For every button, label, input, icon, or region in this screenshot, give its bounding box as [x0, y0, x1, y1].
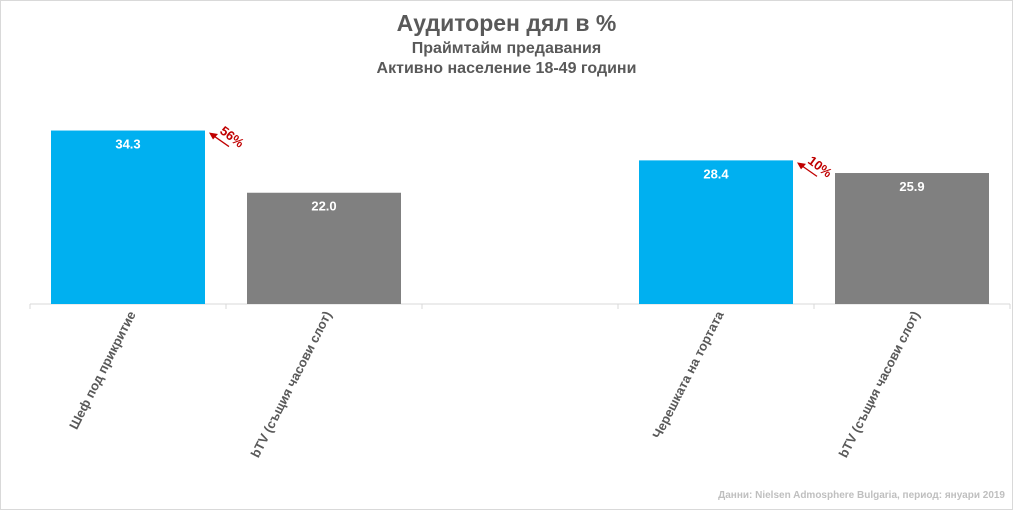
category-label-0: Шеф под прикритие	[66, 309, 139, 432]
chart-subtitle-1: Праймтайм предавания	[411, 40, 602, 57]
growth-arrow-head-0	[209, 132, 218, 140]
chart-subtitle-2: Активно население 18-49 години	[376, 60, 637, 77]
growth-label-1: 10%	[805, 153, 835, 181]
data-label-3: 28.4	[703, 166, 729, 181]
growth-arrow-shaft-0	[213, 135, 230, 148]
data-label-0: 34.3	[115, 137, 140, 152]
bar-3	[639, 160, 793, 304]
growth-arrow-shaft-1	[801, 165, 818, 177]
growth-arrow-head-1	[797, 162, 806, 170]
bar-0	[51, 130, 205, 304]
category-label-1: bTV (същия часови слот)	[248, 309, 335, 460]
data-label-1: 22.0	[311, 199, 336, 214]
data-label-4: 25.9	[899, 179, 924, 194]
source-note: Данни: Nielsen Admosphere Bulgaria, пери…	[718, 490, 1005, 501]
category-label-3: Черешката на тортата	[649, 308, 727, 441]
chart-title: Аудиторен дял в %	[396, 10, 617, 36]
bar-1	[247, 192, 401, 304]
growth-label-0: 56%	[217, 123, 247, 151]
category-label-4: bTV (същия часови слот)	[836, 309, 923, 460]
bar-4	[835, 173, 989, 304]
